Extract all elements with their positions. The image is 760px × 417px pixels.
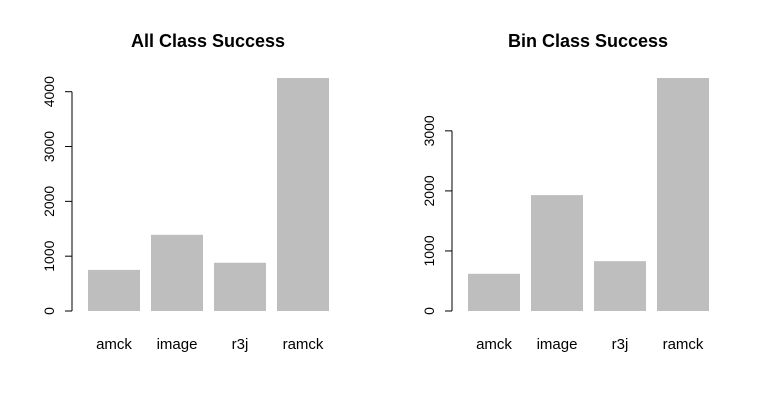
bar-amck <box>88 269 140 311</box>
category-label-image: image <box>537 336 578 353</box>
category-label-ramck: ramck <box>663 336 704 353</box>
bar-r3j <box>594 261 646 311</box>
chart-panel-2: Bin Class Success amck image r3j ramck 0 1000 2… <box>421 31 709 353</box>
category-label-r3j: r3j <box>232 336 249 353</box>
y-tick-label: 0 <box>421 307 437 315</box>
bar-ramck <box>277 78 329 311</box>
y-tick-label: 2000 <box>41 186 57 217</box>
category-label-ramck: ramck <box>283 336 324 353</box>
bar-image <box>151 234 203 311</box>
bar-r3j <box>214 262 266 311</box>
y-tick-label: 0 <box>41 307 57 315</box>
bar-amck <box>468 273 520 311</box>
y-tick-label: 3000 <box>41 131 57 162</box>
chart-panel-1: All Class Success amck image r3j ramck 0 1000 2… <box>41 31 329 353</box>
category-label-image: image <box>157 336 198 353</box>
category-label-r3j: r3j <box>612 336 629 353</box>
bar-ramck <box>657 78 709 311</box>
bar-image <box>531 195 583 311</box>
y-tick-label: 4000 <box>41 76 57 107</box>
y-tick-label: 1000 <box>41 240 57 271</box>
chart-title: Bin Class Success <box>508 31 668 51</box>
y-tick-label: 1000 <box>421 235 437 266</box>
y-tick-label: 2000 <box>421 175 437 206</box>
category-label-amck: amck <box>476 336 512 353</box>
y-tick-label: 3000 <box>421 115 437 146</box>
category-label-amck: amck <box>96 336 132 353</box>
chart-title: All Class Success <box>131 31 285 51</box>
